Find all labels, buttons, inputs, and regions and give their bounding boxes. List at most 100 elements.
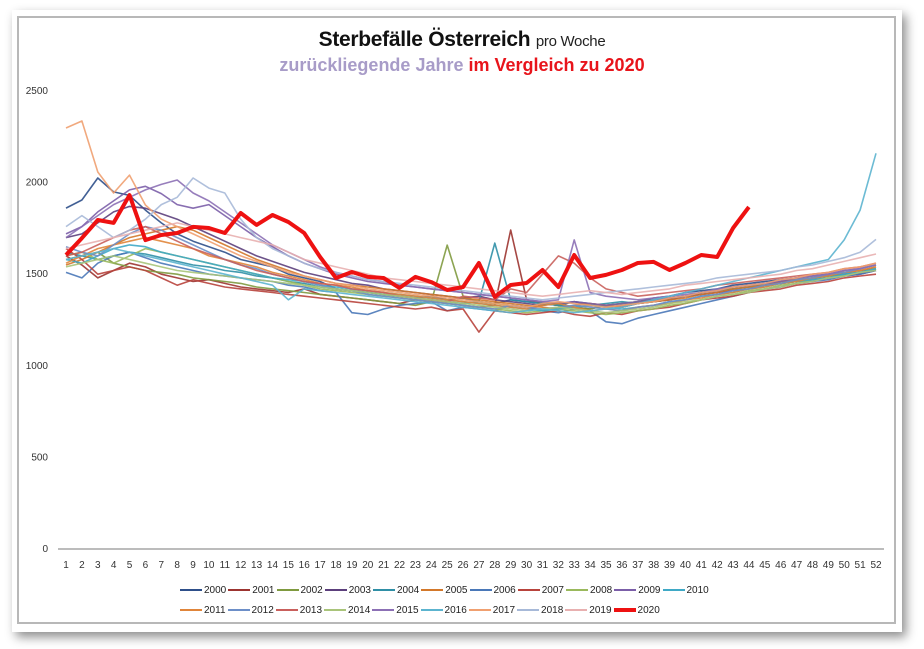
x-tick-label: 44 [743,560,755,571]
legend-label: 2015 [396,604,419,616]
y-tick-label: 1000 [26,361,49,372]
x-tick-label: 38 [648,560,660,571]
legend-label: 2018 [541,604,564,616]
legend-label: 2017 [492,604,516,616]
legend-label: 2005 [445,584,468,596]
x-tick-label: 26 [457,560,469,571]
x-tick-label: 22 [394,560,406,571]
x-tick-label: 9 [190,560,196,571]
legend-swatch [372,609,395,611]
y-tick-label: 0 [42,544,48,555]
legend-label: 2008 [590,584,613,596]
series-line-2016 [65,153,877,314]
legend-label: 2010 [686,584,709,596]
x-tick-label: 35 [600,560,612,571]
x-tick-label: 46 [775,560,787,571]
series-line-2017 [65,120,877,309]
x-tick-label: 36 [616,560,628,571]
legend-label: 2001 [252,584,275,596]
series-line-2018 [65,177,877,301]
x-tick-label: 16 [299,560,311,571]
series-line-2013 [65,225,877,303]
x-tick-label: 11 [220,560,231,571]
legend-item-2016: 2016 [420,605,467,616]
y-tick-label: 2000 [26,178,49,189]
series-line-2000 [65,177,877,307]
legend-label: 2007 [541,584,564,596]
x-tick-label: 23 [410,560,422,571]
legend-item-2002: 2002 [276,584,323,596]
x-tick-label: 1 [63,560,69,571]
legend-swatch [421,589,444,591]
legend-swatch [614,589,637,591]
x-axis: 1 2 3 4 5 6 7 8 9 10 11 12 13 14 15 16 17 18 19 20 21 22 23 24 2… [63,560,882,571]
x-tick-label: 5 [127,560,133,571]
legend-swatch [517,609,540,611]
x-tick-label: 39 [664,560,676,571]
legend-label: 2009 [638,584,661,596]
legend-item-2007: 2007 [517,584,564,596]
legend-swatch [373,589,395,591]
x-tick-label: 18 [330,560,342,571]
legend-item-2009: 2009 [614,584,661,596]
legend-item-2011: 2011 [180,605,226,616]
chart-legend: 2000 2001 2002 2003 2004 2005 2006 2007 2008 2009… [180,580,740,620]
legend-item-2014: 2014 [324,605,370,616]
x-tick-label: 27 [473,560,485,571]
x-tick-label: 33 [569,560,581,571]
x-tick-label: 47 [791,560,803,571]
chart-title-suffix: pro Woche [535,33,606,50]
x-tick-label: 40 [680,560,692,571]
legend-item-2012: 2012 [227,605,274,616]
x-tick-label: 19 [346,560,358,571]
x-tick-label: 17 [315,560,327,571]
legend-item-2005: 2005 [421,584,468,596]
x-tick-label: 49 [823,560,835,571]
legend-item-2000: 2000 [180,585,226,596]
y-tick-label: 1500 [26,269,49,280]
legend-item-2015: 2015 [372,604,419,616]
x-tick-label: 50 [839,560,851,571]
series-line-2020 [64,193,751,299]
legend-swatch [468,609,491,611]
legend-label: 2020 [637,604,660,616]
chart-title-main: Sterbefälle Österreich [318,28,531,51]
series-line-2007 [65,247,877,333]
subtitle-past-years: zurückliegende Jahre [279,55,464,75]
x-tick-label: 43 [727,560,739,571]
x-tick-label: 3 [95,560,101,571]
legend-label: 2011 [204,604,226,616]
legend-item-2004: 2004 [373,585,419,596]
x-tick-label: 2 [79,560,85,571]
legend-item-2013: 2013 [275,605,322,616]
legend-label: 2002 [300,584,323,596]
legend-item-2008: 2008 [566,585,612,596]
legend-swatch [613,608,636,612]
legend-item-2018: 2018 [517,605,563,616]
x-tick-label: 48 [807,560,819,571]
x-tick-label: 34 [585,560,597,571]
legend-swatch [324,609,347,611]
x-tick-label: 6 [143,560,149,571]
legend-swatch [180,609,202,611]
series-lines [64,120,877,333]
legend-item-2020: 2020 [613,604,660,616]
legend-item-2003: 2003 [324,585,371,596]
x-tick-label: 30 [521,560,533,571]
legend-swatch [276,589,299,591]
legend-label: 2014 [348,604,371,616]
legend-row: 2011 2012 2013 2014 2015 2016 2017 2018 2019 2020 [180,600,740,620]
legend-label: 2004 [397,584,420,596]
y-tick-label: 2500 [26,86,49,97]
legend-item-2010: 2010 [662,584,709,596]
x-tick-label: 20 [362,560,374,571]
legend-item-2006: 2006 [469,584,516,596]
legend-label: 2019 [589,604,612,616]
x-tick-label: 15 [283,560,295,571]
x-tick-label: 13 [251,560,263,571]
legend-label: 2006 [493,584,516,596]
x-tick-label: 21 [378,560,390,571]
x-tick-label: 4 [111,560,117,571]
chart-subtitle: zurückliegende Jahre im Vergleich zu 202… [0,55,924,76]
